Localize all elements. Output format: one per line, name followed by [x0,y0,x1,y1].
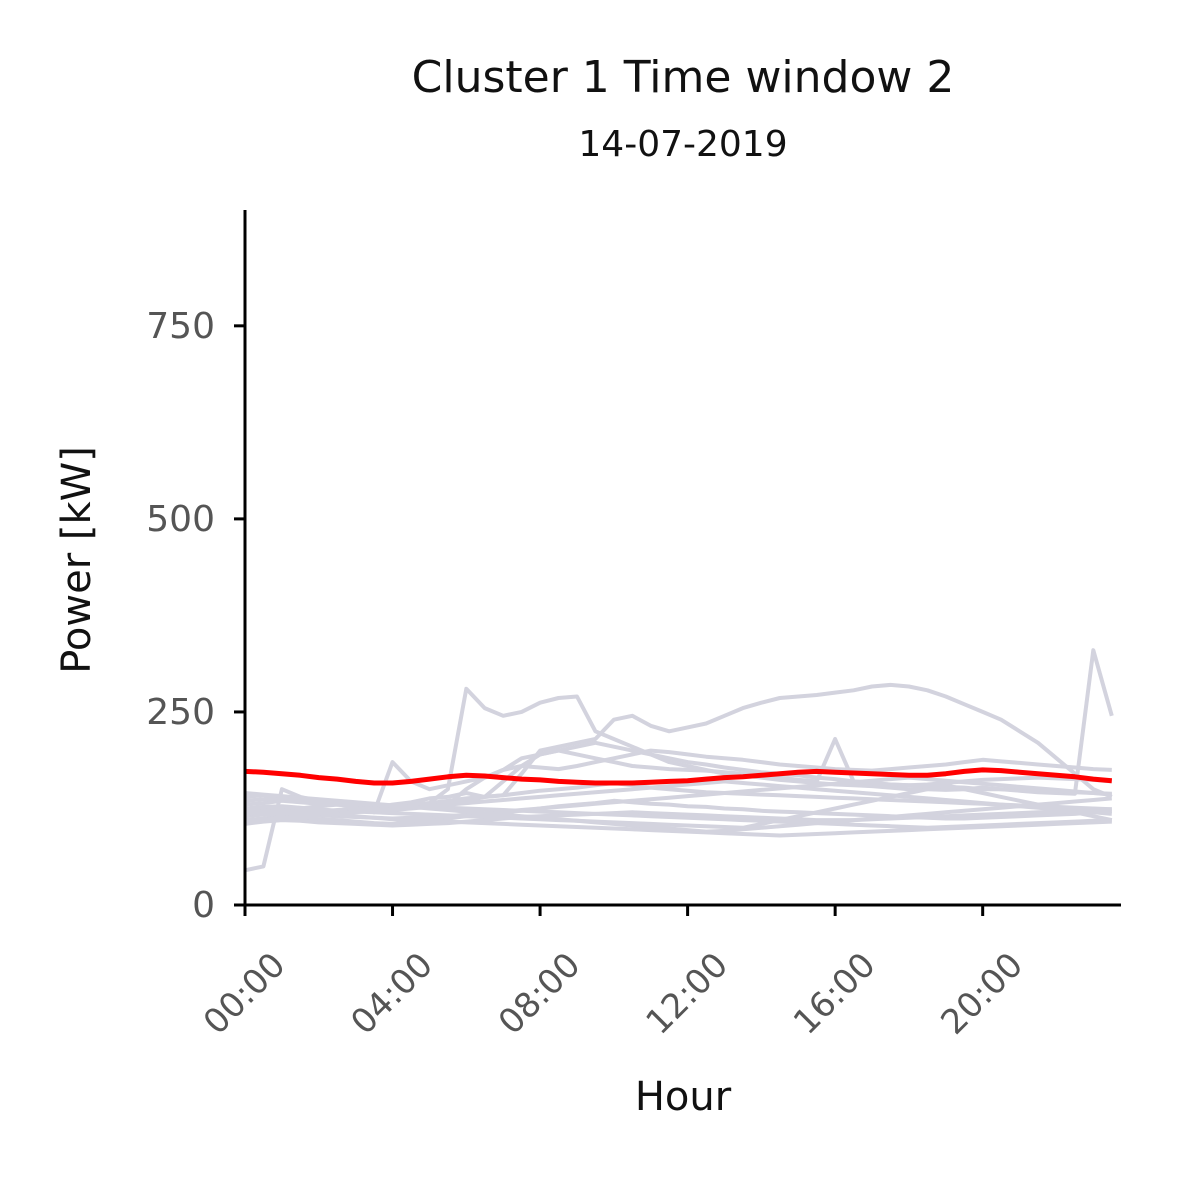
y-tick-label: 500 [146,499,215,540]
centroid-series-line [244,767,1113,786]
y-tick-label: 750 [146,306,215,347]
member-series-line-10 [244,783,1113,830]
x-axis-label: Hour [635,1074,732,1120]
member-series-line-12 [244,779,1112,823]
y-tick-label: 250 [146,692,215,733]
member-series-line-7 [244,807,1112,828]
chart-subtitle: 14-07-2019 [578,124,787,165]
y-axis-ticks: 0 250 500 750 [146,306,245,926]
plot-area [244,648,1114,873]
y-axis-label: Power [kW] [54,446,100,674]
y-tick-label: 0 [192,885,215,926]
member-series-line-14 [244,808,1112,838]
chart-title: Cluster 1 Time window 2 [412,52,955,103]
